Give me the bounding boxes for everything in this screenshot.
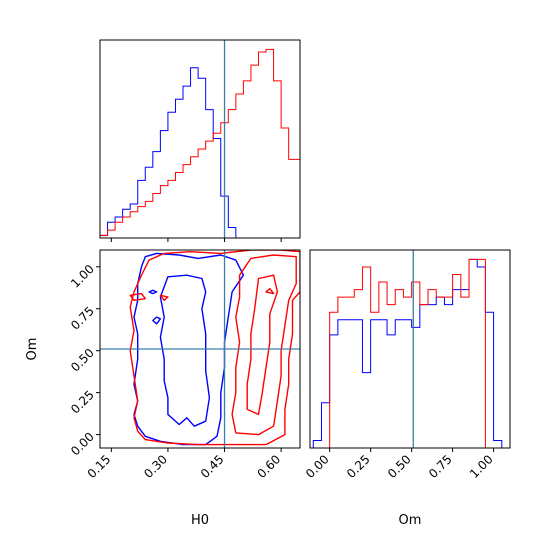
contour-series-1-level-4 bbox=[159, 294, 169, 301]
h0-axis-label: H0 bbox=[191, 513, 209, 528]
om-y-tick-label-2: 0.50 bbox=[68, 346, 97, 375]
contour-series-1-level-0 bbox=[129, 250, 300, 446]
om-tick-label-3: 0.75 bbox=[426, 452, 455, 481]
h0-tick-label-2: 0.45 bbox=[198, 452, 227, 481]
h0-histogram-series-0 bbox=[99, 67, 237, 238]
om-histogram-series-0 bbox=[312, 258, 503, 448]
h0-histogram-series-1 bbox=[99, 48, 301, 238]
contour-series-0-level-2 bbox=[152, 316, 162, 325]
h0-tick-label-0: 0.15 bbox=[85, 452, 114, 481]
h0-tick-label-3: 0.60 bbox=[254, 452, 283, 481]
contour-series-1-level-5 bbox=[265, 287, 275, 295]
om-tick-label-1: 0.25 bbox=[344, 452, 373, 481]
contour-series-0-level-3 bbox=[148, 289, 158, 295]
h0-histogram-frame bbox=[99, 39, 301, 239]
om-tick-label-2: 0.50 bbox=[385, 452, 414, 481]
contour-frame bbox=[99, 249, 301, 449]
om-y-tick-label-0: 0.00 bbox=[68, 430, 97, 459]
h0-tick-label-1: 0.30 bbox=[141, 452, 170, 481]
om-tick-label-0: 0.00 bbox=[303, 452, 332, 481]
om-histogram-series-1 bbox=[329, 258, 494, 449]
om-axis-label: Om bbox=[399, 513, 422, 528]
om-y-tick-label-1: 0.25 bbox=[68, 388, 97, 417]
contour-area bbox=[129, 250, 300, 446]
contour-series-0-level-1 bbox=[159, 274, 211, 427]
om-histogram-frame bbox=[309, 249, 511, 449]
om-y-axis-label: Om bbox=[25, 338, 40, 361]
contour-series-1-level-3 bbox=[129, 292, 146, 301]
contour-series-1-level-2 bbox=[246, 274, 279, 416]
contour-series-1-level-1 bbox=[231, 254, 297, 436]
om-y-tick-label-4: 1.00 bbox=[68, 262, 97, 291]
om-tick-label-4: 1.00 bbox=[467, 452, 496, 481]
om-y-tick-label-3: 0.75 bbox=[68, 304, 97, 333]
